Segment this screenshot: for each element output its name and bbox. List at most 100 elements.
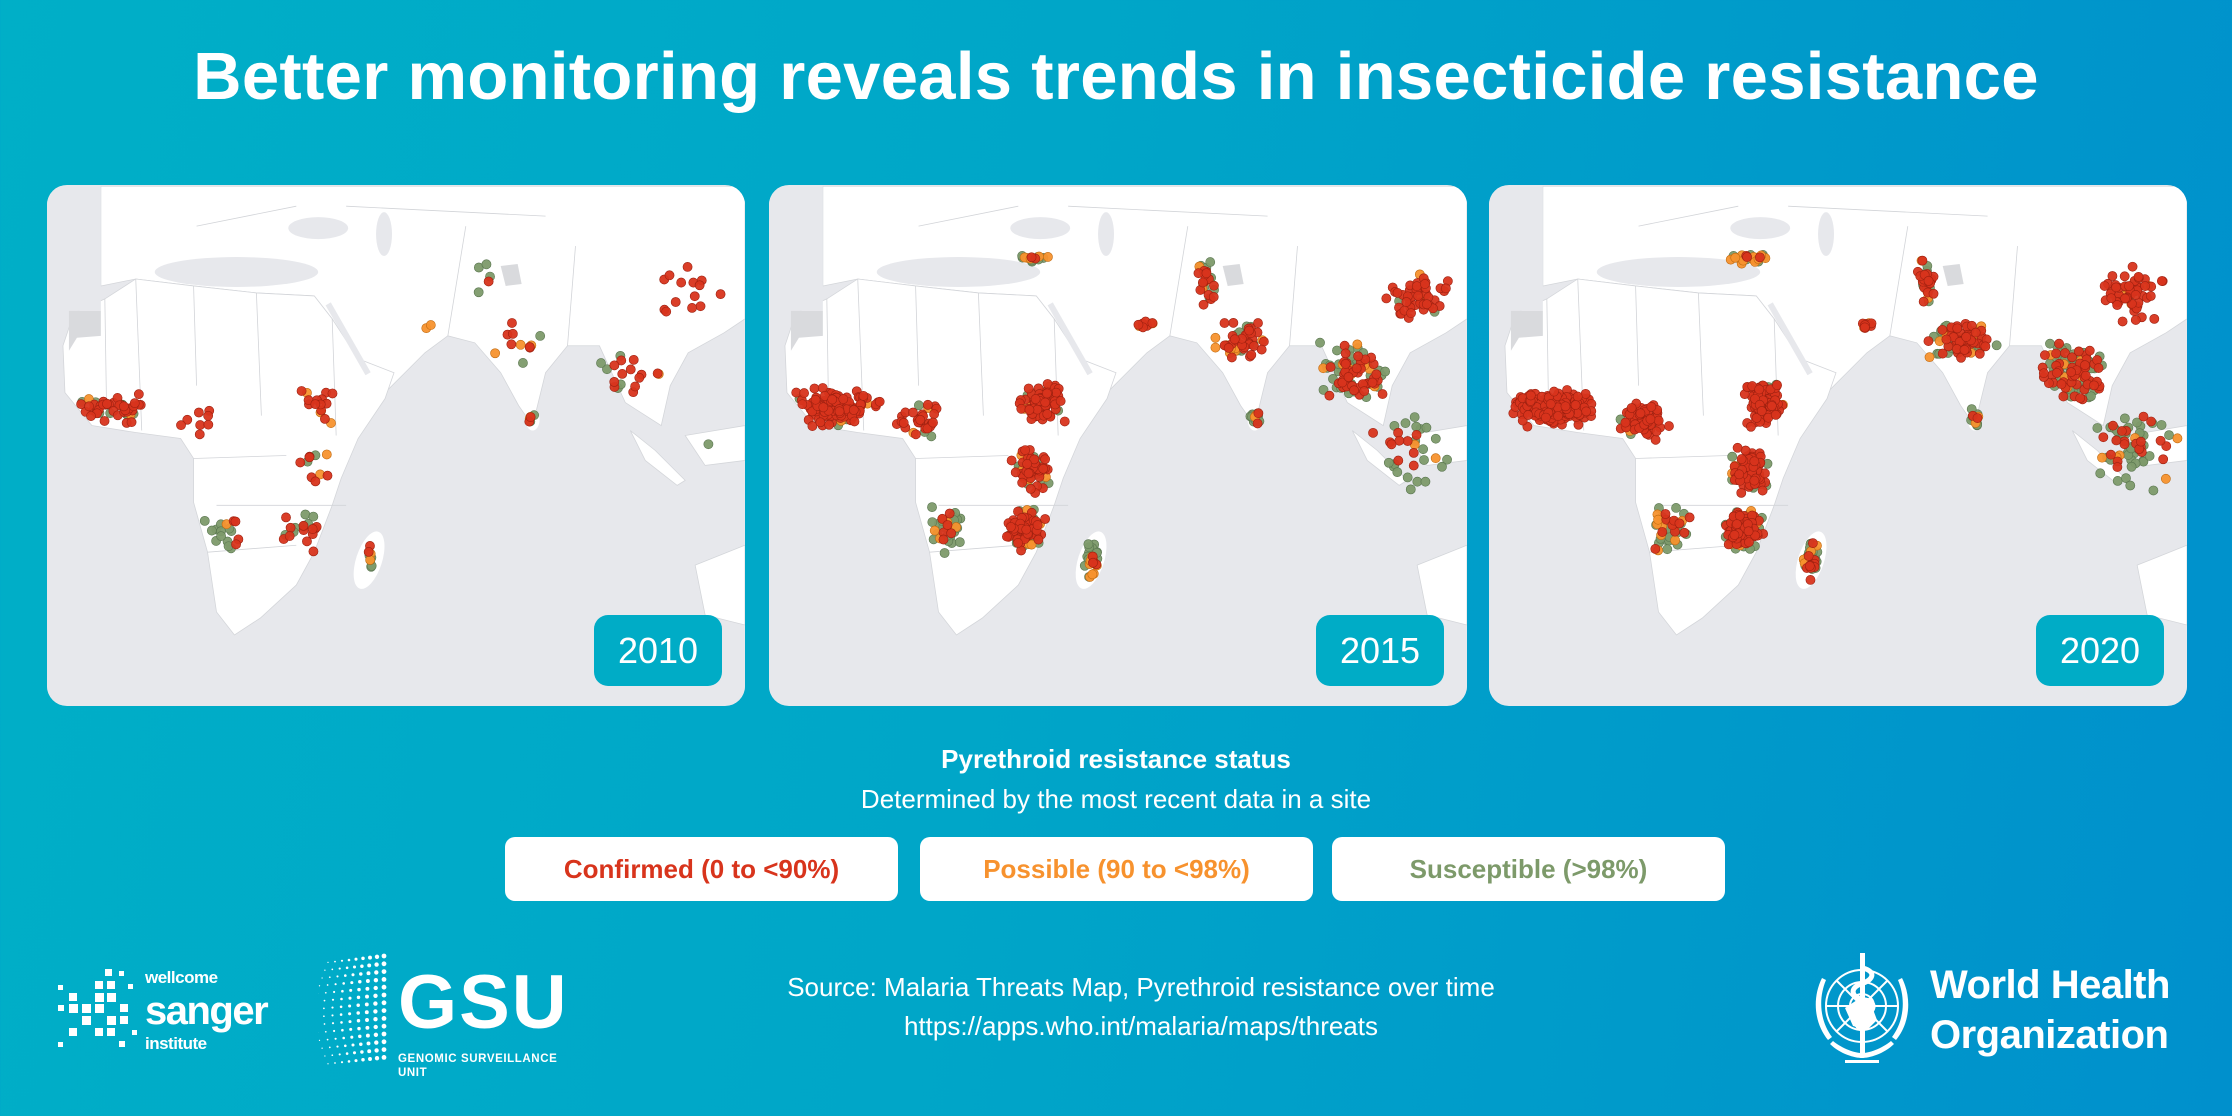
gsu-dot (344, 974, 347, 977)
site-marker-confirmed (327, 388, 338, 399)
country-border (331, 318, 337, 436)
gsu-dot (342, 1036, 345, 1040)
site-marker-confirmed (1772, 380, 1782, 390)
site-marker-confirmed (1024, 404, 1035, 415)
site-marker-confirmed (1646, 401, 1657, 412)
page-title: Better monitoring reveals trends in inse… (193, 39, 2039, 114)
site-marker-confirmed (1013, 538, 1023, 548)
country-border (1289, 246, 1298, 346)
gsu-dot (366, 1041, 371, 1046)
site-marker-confirmed (1030, 394, 1041, 404)
legend-possible: Possible (90 to <98%) (920, 837, 1313, 901)
site-marker-confirmed (1392, 287, 1403, 298)
site-marker-confirmed (1553, 411, 1563, 421)
site-marker-confirmed (102, 398, 112, 409)
site-marker-confirmed (2080, 360, 2090, 371)
black-sea (288, 217, 349, 240)
gsu-dot (340, 1061, 344, 1064)
site-marker-susceptible (473, 287, 484, 298)
site-marker-confirmed (1732, 442, 1743, 453)
sanger-line1: wellcome (145, 968, 218, 987)
site-marker-confirmed (1343, 372, 1354, 382)
site-marker-confirmed (1805, 575, 1816, 585)
site-marker-confirmed (1393, 427, 1403, 438)
gsu-dot (334, 1037, 337, 1040)
site-marker-confirmed (1010, 467, 1021, 478)
year-badge: 2015 (1316, 615, 1444, 686)
site-markers (791, 251, 1453, 582)
site-marker-confirmed (1974, 348, 1985, 359)
australia (694, 544, 745, 626)
site-marker-confirmed (194, 429, 205, 440)
site-marker-confirmed (1749, 456, 1760, 467)
site-marker-confirmed (1226, 352, 1237, 363)
site-marker-susceptible (1419, 455, 1429, 465)
site-marker-confirmed (1040, 454, 1050, 465)
gsu-dot (364, 1002, 369, 1007)
disputed-region (500, 264, 522, 286)
country-border (207, 544, 297, 553)
gsu-dot (359, 1042, 363, 1046)
gsu-dot (365, 1018, 369, 1022)
site-marker-possible (2160, 473, 2171, 484)
who-line1: World Health (1930, 963, 2170, 1007)
gsu-dot (347, 958, 351, 962)
disputed-region (1942, 264, 1964, 286)
site-marker-confirmed (1349, 385, 1359, 396)
map-panel-2020: 2020 (1489, 185, 2187, 706)
site-marker-confirmed (1749, 475, 1760, 486)
gsu-dot (333, 1029, 336, 1033)
gsu-dot (381, 1055, 387, 1060)
sanger-line3: institute (145, 1033, 207, 1053)
gsu-dot (381, 977, 387, 982)
gsu-dot (381, 1023, 387, 1029)
site-marker-susceptible (2126, 461, 2137, 472)
site-marker-confirmed (1766, 401, 1777, 411)
site-marker-susceptible (216, 531, 226, 542)
site-marker-confirmed (2107, 271, 2118, 281)
gsu-dot (358, 1034, 362, 1039)
who-emblem-icon (1815, 953, 1909, 1063)
site-marker-confirmed (203, 410, 214, 421)
site-marker-confirmed (1017, 477, 1028, 488)
site-marker-confirmed (506, 339, 517, 350)
site-marker-confirmed (1959, 344, 1970, 355)
site-marker-confirmed (1022, 459, 1033, 469)
site-marker-confirmed (2108, 420, 2118, 431)
site-marker-confirmed (310, 399, 321, 410)
site-marker-confirmed (817, 383, 828, 393)
sanger-wordmark: wellcome sanger institute (145, 962, 269, 1053)
site-marker-confirmed (363, 547, 374, 557)
gsu-dot (349, 988, 353, 992)
site-marker-susceptible (2132, 417, 2142, 428)
site-marker-confirmed (1406, 308, 1416, 319)
map-2020 (1489, 185, 2187, 705)
site-marker-confirmed (310, 476, 321, 487)
western-sahara (68, 310, 101, 351)
country-border (1635, 455, 1729, 459)
site-marker-confirmed (1359, 386, 1370, 397)
site-marker-susceptible (2125, 480, 2136, 491)
gsu-dot (328, 976, 331, 979)
legend-confirmed: Confirmed (0 to <90%) (505, 837, 898, 901)
site-marker-susceptible (596, 358, 606, 368)
site-marker-susceptible (1405, 484, 1416, 495)
site-marker-confirmed (824, 419, 835, 430)
source-url: https://apps.who.int/malaria/maps/threat… (903, 1011, 1378, 1041)
gsu-dot (360, 1050, 364, 1054)
site-marker-susceptible (535, 331, 546, 341)
site-marker-confirmed (1645, 414, 1656, 425)
gsu-dot (327, 961, 329, 964)
gsu-name: GSU (398, 960, 569, 1045)
gsu-dot (373, 993, 378, 998)
australia (2136, 544, 2187, 626)
site-marker-confirmed (1803, 551, 1814, 561)
site-marker-confirmed (129, 398, 140, 409)
gsu-dot (341, 989, 344, 993)
western-sahara (790, 310, 823, 351)
site-marker-confirmed (203, 419, 214, 430)
site-marker-confirmed (2127, 261, 2138, 272)
site-marker-confirmed (1581, 406, 1592, 417)
site-marker-confirmed (2056, 379, 2067, 390)
country-border (1068, 205, 1268, 217)
